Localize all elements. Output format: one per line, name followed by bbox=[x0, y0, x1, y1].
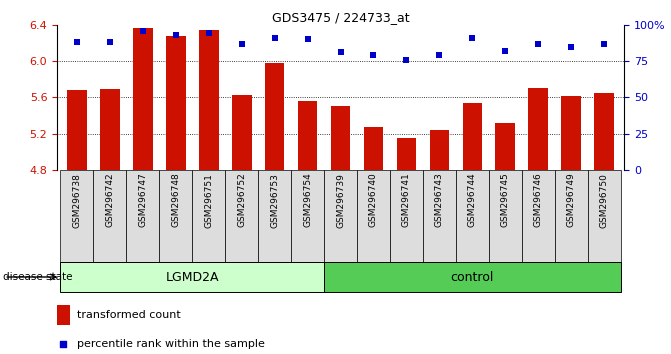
Bar bbox=[225, 170, 258, 262]
Bar bbox=[67, 90, 87, 170]
Point bbox=[203, 31, 214, 36]
Bar bbox=[456, 170, 489, 262]
Bar bbox=[595, 93, 614, 170]
Text: GSM296738: GSM296738 bbox=[72, 173, 81, 228]
Text: transformed count: transformed count bbox=[77, 310, 180, 320]
Bar bbox=[588, 170, 621, 262]
Bar bbox=[231, 95, 252, 170]
Bar bbox=[57, 305, 70, 325]
Text: disease state: disease state bbox=[3, 272, 73, 282]
Bar bbox=[265, 63, 285, 170]
Point bbox=[434, 52, 445, 58]
Bar bbox=[429, 130, 450, 170]
Point bbox=[105, 39, 115, 45]
Bar bbox=[489, 170, 522, 262]
Text: GSM296743: GSM296743 bbox=[435, 173, 444, 227]
Point bbox=[566, 44, 576, 49]
Point bbox=[58, 342, 68, 347]
Bar bbox=[324, 170, 357, 262]
Point bbox=[336, 50, 346, 55]
Bar bbox=[324, 262, 621, 292]
Bar bbox=[562, 96, 581, 170]
Text: GSM296746: GSM296746 bbox=[534, 173, 543, 227]
Point bbox=[467, 35, 478, 41]
Text: GSM296745: GSM296745 bbox=[501, 173, 510, 227]
Bar bbox=[60, 170, 93, 262]
Bar bbox=[133, 28, 152, 170]
Bar bbox=[331, 105, 350, 170]
Bar bbox=[291, 170, 324, 262]
Point bbox=[269, 35, 280, 41]
Text: GSM296747: GSM296747 bbox=[138, 173, 147, 227]
Point bbox=[599, 41, 610, 46]
Bar bbox=[364, 127, 383, 170]
Text: GSM296741: GSM296741 bbox=[402, 173, 411, 227]
Point bbox=[500, 48, 511, 54]
Text: GSM296749: GSM296749 bbox=[567, 173, 576, 227]
Bar bbox=[258, 170, 291, 262]
Bar bbox=[495, 123, 515, 170]
Bar bbox=[199, 30, 219, 170]
Bar bbox=[100, 89, 119, 170]
Bar bbox=[192, 170, 225, 262]
Text: GSM296740: GSM296740 bbox=[369, 173, 378, 227]
Text: control: control bbox=[451, 270, 494, 284]
Text: GSM296750: GSM296750 bbox=[600, 173, 609, 228]
Bar bbox=[60, 262, 324, 292]
Bar bbox=[93, 170, 126, 262]
Text: GSM296753: GSM296753 bbox=[270, 173, 279, 228]
Text: GSM296754: GSM296754 bbox=[303, 173, 312, 227]
Point bbox=[302, 36, 313, 42]
Text: GSM296748: GSM296748 bbox=[171, 173, 180, 227]
Bar bbox=[522, 170, 555, 262]
Bar bbox=[462, 103, 482, 170]
Bar bbox=[357, 170, 390, 262]
Point bbox=[533, 41, 544, 46]
Bar bbox=[298, 101, 317, 170]
Text: GSM296744: GSM296744 bbox=[468, 173, 477, 227]
Text: GSM296742: GSM296742 bbox=[105, 173, 114, 227]
Point bbox=[138, 28, 148, 33]
Bar bbox=[529, 88, 548, 170]
Point bbox=[71, 39, 82, 45]
Bar bbox=[390, 170, 423, 262]
Text: GSM296752: GSM296752 bbox=[237, 173, 246, 227]
Text: GSM296739: GSM296739 bbox=[336, 173, 345, 228]
Point bbox=[368, 52, 379, 58]
Point bbox=[236, 41, 247, 46]
Bar bbox=[126, 170, 159, 262]
Point bbox=[401, 57, 412, 62]
Bar bbox=[166, 36, 186, 170]
Point bbox=[170, 32, 181, 38]
Title: GDS3475 / 224733_at: GDS3475 / 224733_at bbox=[272, 11, 409, 24]
Text: LGMD2A: LGMD2A bbox=[166, 270, 219, 284]
Bar bbox=[423, 170, 456, 262]
Bar bbox=[397, 138, 416, 170]
Text: percentile rank within the sample: percentile rank within the sample bbox=[77, 339, 265, 349]
Bar bbox=[555, 170, 588, 262]
Text: GSM296751: GSM296751 bbox=[204, 173, 213, 228]
Bar bbox=[159, 170, 192, 262]
